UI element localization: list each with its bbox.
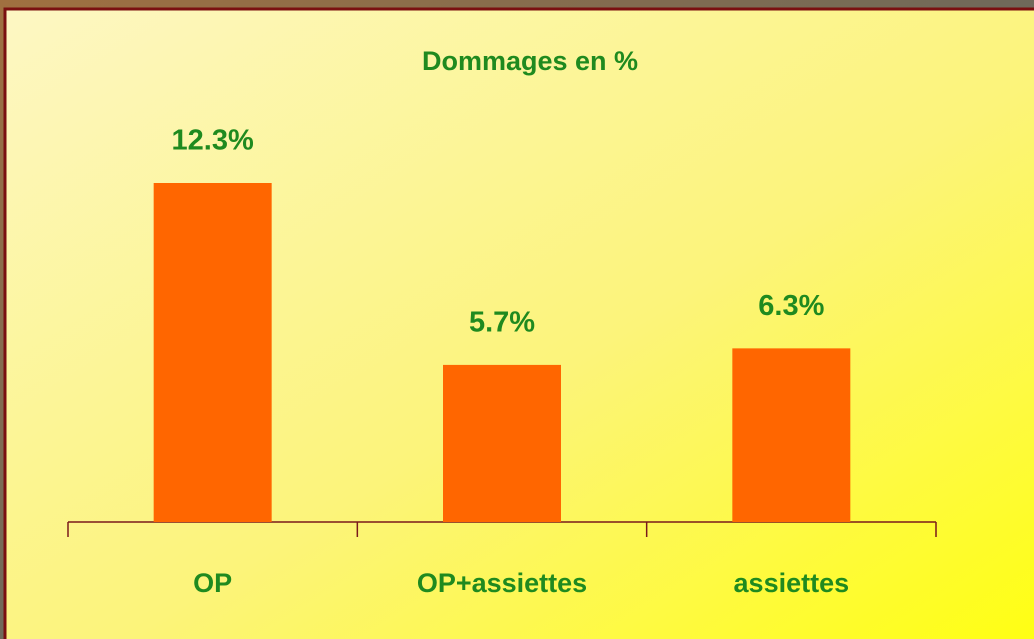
chart-title: Dommages en %: [422, 46, 638, 76]
bar: [443, 364, 561, 522]
bar: [153, 183, 272, 522]
x-tick-label: OP: [193, 568, 232, 598]
value-label: 12.3%: [172, 125, 254, 157]
x-tick-label: assiettes: [734, 568, 850, 598]
value-label: 6.3%: [758, 290, 824, 322]
x-tick-label: OP+assiettes: [417, 568, 587, 598]
value-label: 5.7%: [469, 307, 535, 339]
bar: [732, 348, 851, 522]
